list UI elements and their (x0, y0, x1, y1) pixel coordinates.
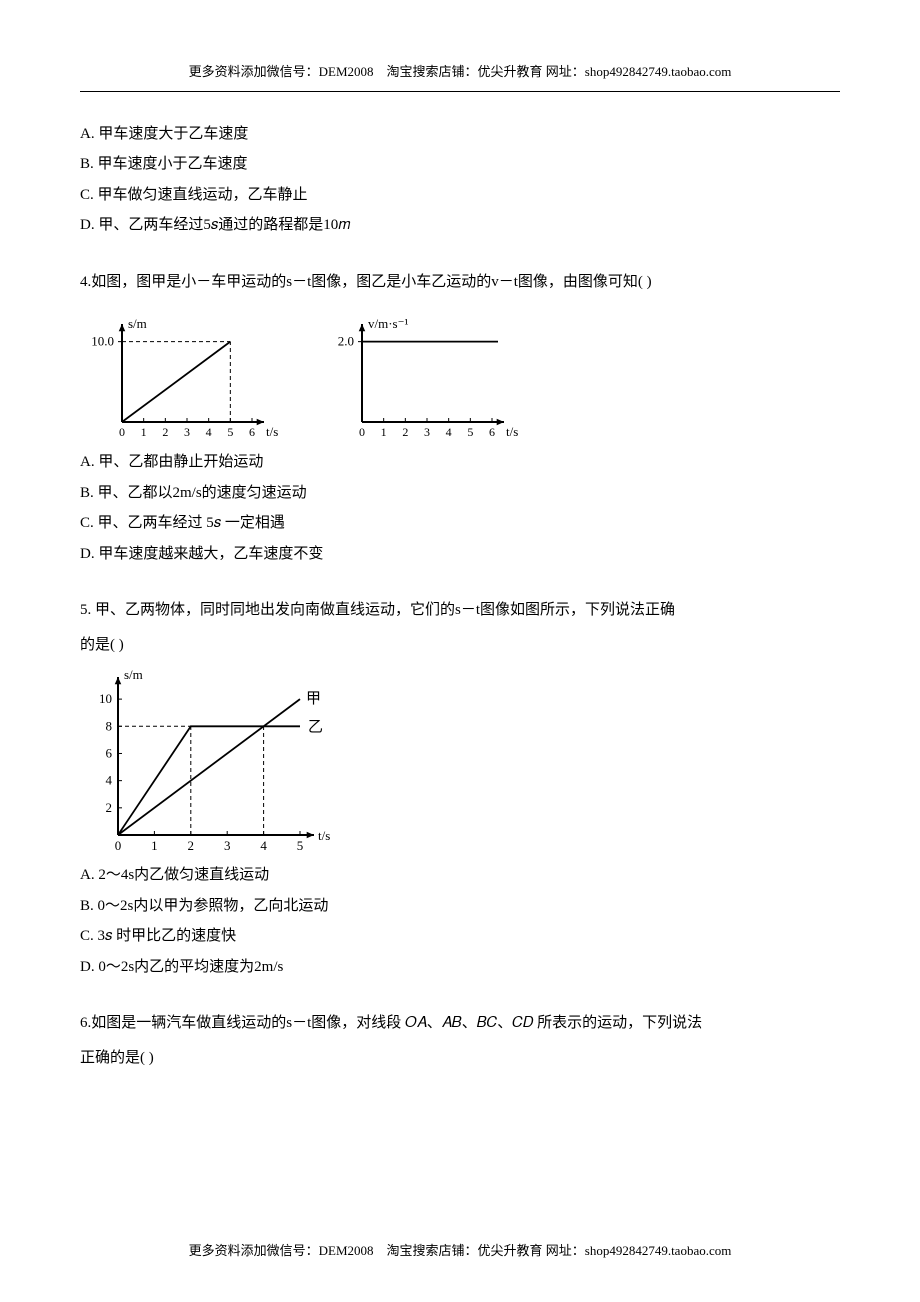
svg-text:t/s: t/s (266, 424, 278, 439)
svg-text:5: 5 (297, 838, 304, 853)
q5-option-c: C. 3𝑠 时甲比乙的速度快 (80, 922, 840, 951)
svg-text:2: 2 (162, 425, 168, 439)
svg-text:6: 6 (249, 425, 255, 439)
svg-text:8: 8 (106, 718, 113, 733)
q5-chart-st: s/m t/s 0 1 2 3 4 5 2 4 6 8 10 甲乙 (80, 659, 340, 859)
svg-text:甲: 甲 (306, 691, 321, 707)
svg-text:2: 2 (402, 425, 408, 439)
svg-text:2: 2 (188, 838, 195, 853)
q4-charts: s/m t/s 0 1 2 3 4 5 6 10.0 v/m·s⁻¹ t/s 0 1 2 3 4 5 6 2.0 (80, 304, 840, 444)
svg-text:4: 4 (206, 425, 212, 439)
svg-text:4: 4 (106, 773, 113, 788)
svg-text:v/m·s⁻¹: v/m·s⁻¹ (368, 316, 408, 331)
svg-text:s/m: s/m (128, 316, 147, 331)
svg-text:2.0: 2.0 (338, 334, 354, 349)
svg-text:t/s: t/s (506, 424, 518, 439)
svg-text:0: 0 (115, 838, 122, 853)
page: 更多资料添加微信号：DEM2008 淘宝搜索店铺：优尖升教育 网址：shop49… (0, 0, 920, 1302)
q5-stem-line1: 5. 甲、乙两物体，同时同地出发向南做直线运动，它们的s－t图像如图所示，下列说… (80, 596, 840, 625)
svg-text:4: 4 (446, 425, 452, 439)
svg-text:10: 10 (99, 691, 112, 706)
svg-text:10.0: 10.0 (91, 334, 114, 349)
svg-text:2: 2 (106, 800, 113, 815)
page-footer: 更多资料添加微信号：DEM2008 淘宝搜索店铺：优尖升教育 网址：shop49… (80, 1239, 840, 1264)
q4-chart-st: s/m t/s 0 1 2 3 4 5 6 10.0 (80, 304, 280, 444)
svg-text:5: 5 (227, 425, 233, 439)
q3-option-b: B. 甲车速度小于乙车速度 (80, 150, 840, 179)
q3-option-c: C. 甲车做匀速直线运动，乙车静止 (80, 181, 840, 210)
q6-stem-line1: 6.如图是一辆汽车做直线运动的s－t图像，对线段 𝑂𝐴、𝐴𝐵、𝐵𝐶、𝐶𝐷 所表示… (80, 1009, 840, 1038)
q4-option-d: D. 甲车速度越来越大，乙车速度不变 (80, 540, 840, 569)
svg-text:6: 6 (489, 425, 495, 439)
svg-text:3: 3 (184, 425, 190, 439)
svg-text:6: 6 (106, 746, 113, 761)
q5-chart-wrap: s/m t/s 0 1 2 3 4 5 2 4 6 8 10 甲乙 (80, 659, 840, 859)
svg-text:4: 4 (260, 838, 267, 853)
page-header: 更多资料添加微信号：DEM2008 淘宝搜索店铺：优尖升教育 网址：shop49… (80, 60, 840, 92)
q5-option-a: A. 2～4s内乙做匀速直线运动 (80, 861, 840, 890)
q6-stem-line2: 正确的是( ) (80, 1044, 840, 1073)
svg-text:1: 1 (151, 838, 158, 853)
q5-option-b: B. 0～2s内以甲为参照物，乙向北运动 (80, 892, 840, 921)
q4-option-a: A. 甲、乙都由静止开始运动 (80, 448, 840, 477)
svg-text:乙: 乙 (308, 719, 323, 735)
svg-text:0: 0 (119, 425, 125, 439)
q5-option-d: D. 0～2s内乙的平均速度为2m/s (80, 953, 840, 982)
q4-stem: 4.如图，图甲是小－车甲运动的s－t图像，图乙是小车乙运动的v－t图像，由图像可… (80, 268, 840, 297)
svg-text:3: 3 (224, 838, 231, 853)
q5-stem-line2: 的是( ) (80, 631, 840, 660)
svg-text:1: 1 (141, 425, 147, 439)
svg-text:s/m: s/m (124, 667, 143, 682)
q3-option-a: A. 甲车速度大于乙车速度 (80, 120, 840, 149)
svg-text:0: 0 (359, 425, 365, 439)
svg-text:t/s: t/s (318, 828, 330, 843)
svg-text:5: 5 (467, 425, 473, 439)
svg-text:1: 1 (381, 425, 387, 439)
q4-chart-vt: v/m·s⁻¹ t/s 0 1 2 3 4 5 6 2.0 (320, 304, 520, 444)
q4-option-c: C. 甲、乙两车经过 5𝑠 一定相遇 (80, 509, 840, 538)
svg-text:3: 3 (424, 425, 430, 439)
q3-option-d: D. 甲、乙两车经过5𝑠通过的路程都是10𝑚 (80, 211, 840, 240)
q4-option-b: B. 甲、乙都以2m/s的速度匀速运动 (80, 479, 840, 508)
